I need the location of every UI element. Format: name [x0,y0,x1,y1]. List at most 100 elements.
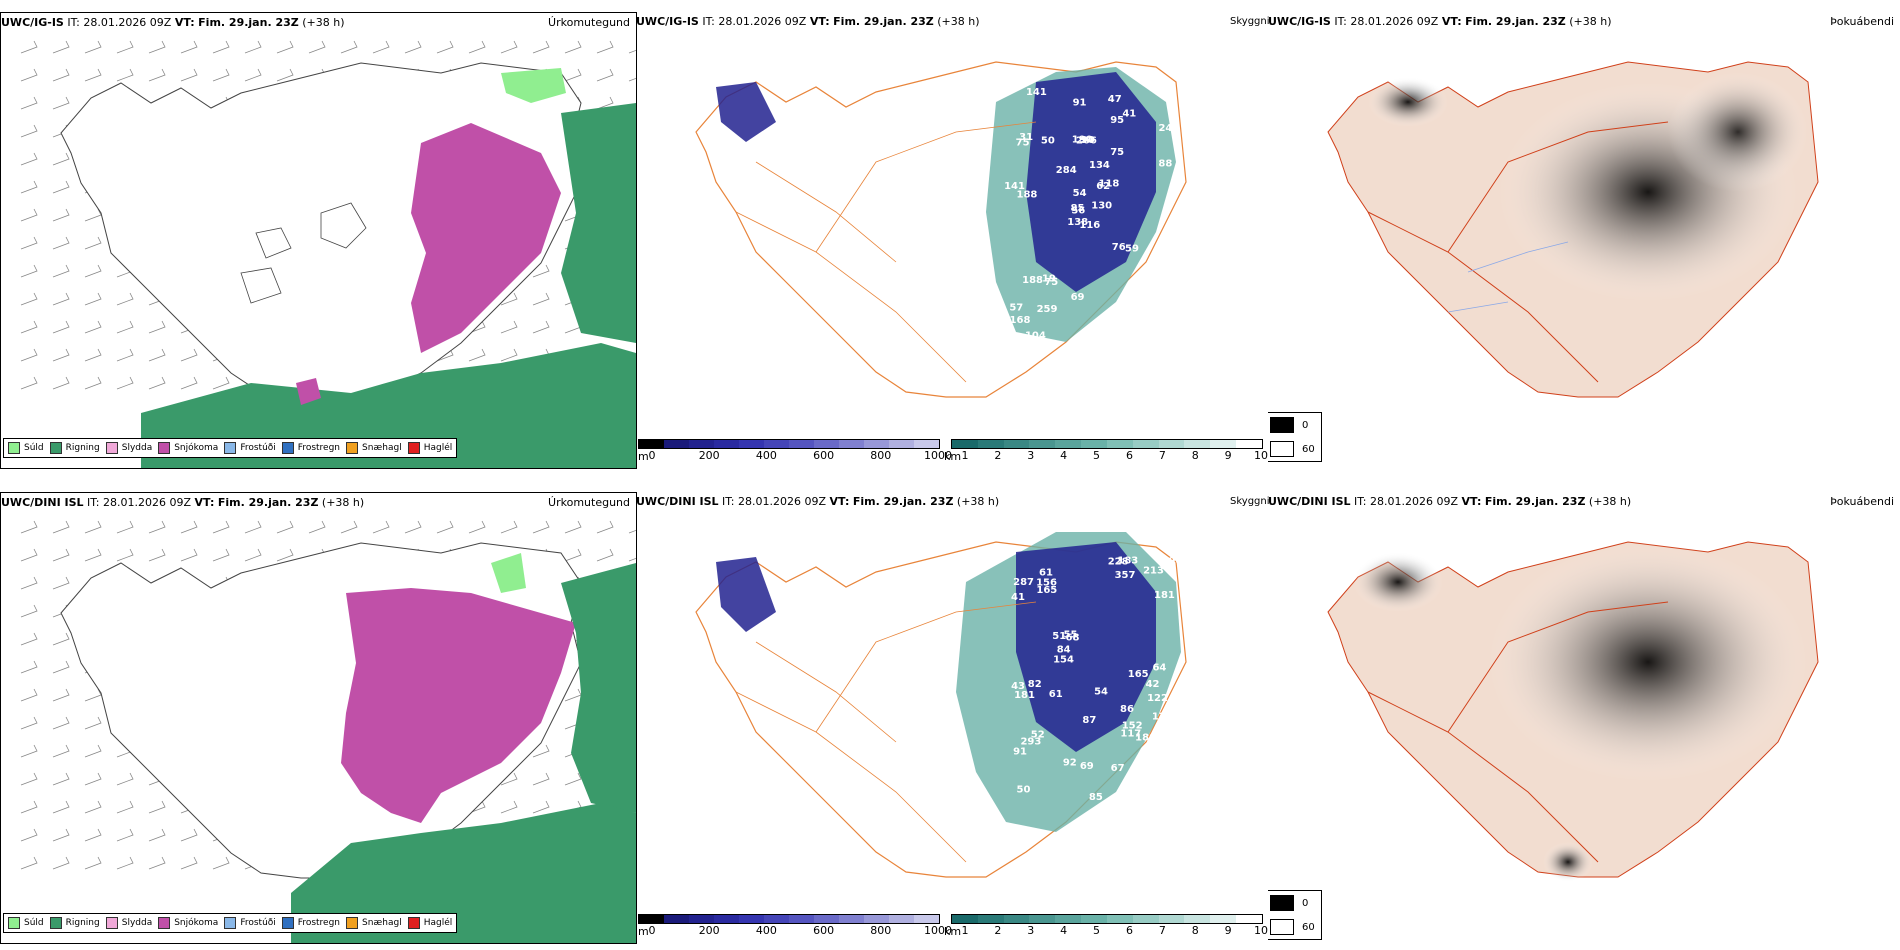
ceiling-value-label: 190 [1072,134,1093,145]
swatch [105,442,118,454]
ceiling-map: 86 122 50 61 68 95 91 357 51 101 41 43 287 256 92 64 87 5… [695,532,1187,878]
it-label: IT: [87,496,100,509]
wind-barb [276,548,294,562]
wind-barb [84,236,102,250]
swatch [49,442,62,454]
colorbar-cell [1106,440,1133,448]
panel-header: UWC/IG-IS IT: 28.01.2026 09Z VT: Fim. 29… [636,12,1268,32]
panel-header: UWC/DINI ISL IT: 28.01.2026 09Z VT: Fim.… [636,492,1268,512]
wind-barb [52,236,70,250]
wind-barb [564,772,582,786]
wind-barb [628,77,636,82]
colorbar-cell [889,440,914,448]
ceiling-value-label: 91 [1073,97,1087,108]
colorbar-tick: 7 [1158,924,1166,937]
ceiling-value-label: 165 [1036,585,1057,596]
ceiling-west [716,557,776,632]
model-name: UWC/DINI ISL [1,496,84,509]
colorbar-tick: 5 [1093,924,1101,937]
ceiling-value-label: 181 [1154,590,1175,601]
ceiling-visibility-panel-1: UWC/IG-IS IT: 28.01.2026 09Z VT: Fim. 29… [636,12,1268,467]
wind-barb [84,348,102,362]
wind-barb [84,292,102,306]
ceiling-value-label: 259 [1037,304,1058,315]
colorbar-tick: 3 [1027,924,1035,937]
wind-barb [116,548,134,562]
ceiling-value-label: 50 [1041,136,1055,147]
wind-barb [276,40,294,54]
colorbar-tick: 9 [1224,449,1232,462]
colorbar-cell [1236,915,1262,923]
ceiling-value-label: 196 [1162,556,1183,567]
colorbar-cell [977,915,1004,923]
wind-barb [52,716,70,730]
colorbar-cell [1029,440,1056,448]
colorbar-cell [1081,440,1107,448]
wind-barb [180,40,198,54]
wind-barb [20,520,38,534]
ceiling-value-label: 116 [1079,220,1100,231]
wind-barb [212,68,230,82]
wind-barb [116,376,134,390]
legend-label: Snæhagl [362,918,402,928]
wind-barb [52,688,70,702]
legend-item-frostregn: Frostregn [281,442,340,454]
wind-barb [84,828,102,842]
colorbar-cell [1003,915,1030,923]
wind-barb [84,68,102,82]
ceiling-value-label: 62 [1096,181,1110,192]
legend-label: Rigning [65,443,100,453]
wind-barb [596,520,614,534]
fog-legend-value: 60 [1302,443,1315,455]
it-label: IT: [67,16,80,29]
ceiling-value-label: 36 [1146,800,1160,811]
colorbar-cell [839,440,864,448]
roads [1367,121,1669,383]
swatch [281,917,294,929]
wind-barb [404,40,422,54]
colorbar-tick: 8 [1191,449,1199,462]
wind-barb [628,529,636,534]
ceiling-value-label: 104 [1025,330,1046,341]
vt-label: VT: [1461,495,1482,508]
colorbar-tick: 8 [1191,924,1199,937]
legend-item-snjokoma: Snjókoma [158,917,218,929]
wind-barb [500,348,518,362]
legend-label: Haglél [423,918,453,928]
it-value: 28.01.2026 09Z [103,496,192,509]
fog-legend-value: 0 [1302,419,1309,431]
ceiling-value-label: 59 [1125,244,1139,255]
roads [735,601,1037,863]
colorbar-cell [814,915,839,923]
vt-value: Fim. 29.jan. 23Z [217,496,319,509]
colorbar-tick: 7 [1158,449,1166,462]
wind-barb [212,40,230,54]
fog-blob [1543,842,1593,882]
wind-barb [372,40,390,54]
wind-barb [116,856,134,870]
wind-barb [468,40,486,54]
colorbar-tick: 400 [755,924,777,937]
rain-area-east [561,563,636,813]
vt-value: Fim. 29.jan. 23Z [1484,495,1586,508]
ceiling-value-label: 92 [1063,757,1077,768]
panel-header: UWC/IG-IS IT: 28.01.2026 09Z VT: Fim. 29… [1268,12,1900,32]
swatch [407,917,420,929]
visibility-colorbar: 1 2 3 4 5 6 7 8 9 10 [951,914,1268,937]
vt-label: VT: [194,496,215,509]
wind-barb [52,264,70,278]
vt-label: VT: [829,495,850,508]
wind-barb [308,520,326,534]
wind-barb [404,520,422,534]
ceiling-value-label: 117 [1120,728,1141,739]
lead-time: (+38 h) [321,496,365,509]
ceiling-value-label: 69 [1071,292,1085,303]
ceiling-value-label: 55 [1064,629,1078,640]
wind-barb [116,292,134,306]
legend-item-frostregn: Frostregn [281,917,340,929]
colorbar-cell [1158,440,1185,448]
ceiling-value-label: 50 [1017,784,1031,795]
wind-barb [20,744,38,758]
wind-barb [180,828,198,842]
colorbar-cell [1210,915,1237,923]
